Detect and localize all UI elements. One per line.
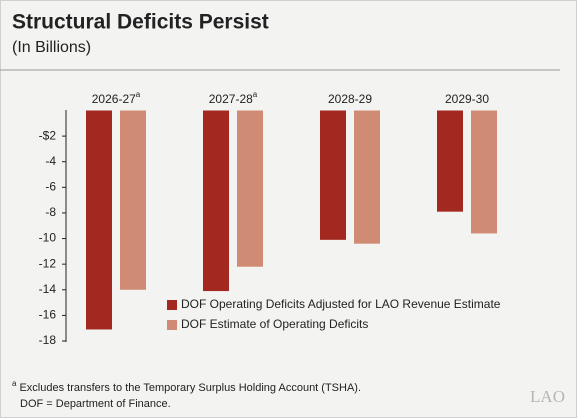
footnote-text: Excludes transfers to the Temporary Surp… xyxy=(19,382,361,394)
category-label: 2027-28 xyxy=(209,92,253,106)
x-tick-label: 2027-28a xyxy=(209,90,258,106)
bar xyxy=(86,110,112,330)
x-tick-label: 2029-30 xyxy=(445,92,489,106)
category-label: 2028-29 xyxy=(328,92,372,106)
x-tick-label: 2026-27a xyxy=(92,90,141,106)
y-tick-label: -6 xyxy=(45,180,56,194)
y-tick-label: -18 xyxy=(39,333,57,347)
logo: LAO xyxy=(530,387,565,406)
chart-subtitle: (In Billions) xyxy=(12,39,91,56)
bar xyxy=(120,110,146,290)
chart-title: Structural Deficits Persist xyxy=(12,11,269,34)
y-tick-label: -8 xyxy=(45,205,56,219)
y-tick-label: -$2 xyxy=(39,128,57,142)
y-tick-label: -4 xyxy=(45,154,56,168)
y-tick-label: -16 xyxy=(39,308,57,322)
bar xyxy=(471,110,497,234)
legend-label: DOF Estimate of Operating Deficits xyxy=(181,317,368,331)
bar xyxy=(437,110,463,212)
category-label: 2026-27 xyxy=(92,92,136,106)
legend-swatch xyxy=(167,320,177,330)
legend-label: DOF Operating Deficits Adjusted for LAO … xyxy=(181,297,501,311)
bar xyxy=(237,110,263,267)
footnote-marker: a xyxy=(12,379,17,388)
category-label: 2029-30 xyxy=(445,92,489,106)
category-note-marker: a xyxy=(136,90,141,99)
bar xyxy=(320,110,346,240)
bar xyxy=(354,110,380,244)
category-note-marker: a xyxy=(253,90,258,99)
source-note: DOF = Department of Finance. xyxy=(20,398,171,410)
legend-swatch xyxy=(167,300,177,310)
footnote: a Excludes transfers to the Temporary Sur… xyxy=(12,379,361,394)
bar xyxy=(203,110,229,292)
y-tick-label: -14 xyxy=(39,282,57,296)
x-tick-label: 2028-29 xyxy=(328,92,372,106)
y-tick-label: -12 xyxy=(39,256,57,270)
y-tick-label: -10 xyxy=(39,231,57,245)
